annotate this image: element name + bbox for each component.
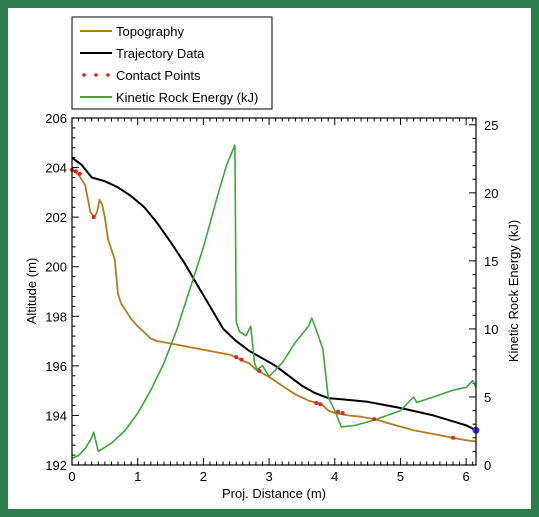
contact-point xyxy=(340,410,345,415)
contact-point xyxy=(336,409,341,414)
tick-labels: 0 1 2 3 4 5 6 192 194 196 198 200 202 204 206 0 5 10 15 20 2… xyxy=(45,111,498,484)
legend: Topography Trajectory Data Contact Point… xyxy=(71,16,273,110)
contact-point xyxy=(318,402,323,407)
y-tick-label: 206 xyxy=(45,111,67,126)
legend-box xyxy=(71,16,273,110)
series-lines xyxy=(71,144,477,459)
contact-point-markers xyxy=(70,168,480,440)
y2-tick-label: 5 xyxy=(484,390,491,405)
legend-swatch-contact-2 xyxy=(94,73,98,77)
x-tick-label: 1 xyxy=(134,469,141,484)
y-tick-label: 194 xyxy=(45,408,67,423)
legend-label-energy: Kinetic Rock Energy (kJ) xyxy=(116,90,258,105)
x-tick-label: 0 xyxy=(68,469,75,484)
x-tick-label: 2 xyxy=(200,469,207,484)
contact-point xyxy=(257,368,262,373)
contact-point xyxy=(73,169,78,174)
y-tick-label: 196 xyxy=(45,359,67,374)
y-tick-label: 200 xyxy=(45,260,67,275)
contact-point xyxy=(234,355,239,360)
y-axis-title: Altitude (m) xyxy=(24,258,39,324)
legend-swatch-contact-3 xyxy=(106,73,110,77)
legend-label-trajectory: Trajectory Data xyxy=(116,46,205,61)
y2-tick-label: 10 xyxy=(484,322,498,337)
tick-marks xyxy=(71,117,476,466)
series-line-trajectory xyxy=(71,156,477,432)
legend-label-contact-points: Contact Points xyxy=(116,68,201,83)
series-line-topography xyxy=(71,169,477,443)
y-tick-label: 204 xyxy=(45,161,67,176)
contact-point xyxy=(77,171,82,176)
x-tick-label: 6 xyxy=(463,469,470,484)
y2-tick-label: 15 xyxy=(484,254,498,269)
contact-point xyxy=(239,357,244,362)
legend-swatch-contact-1 xyxy=(82,73,86,77)
contact-point xyxy=(372,417,377,422)
y2-tick-label: 25 xyxy=(484,118,498,133)
contact-point xyxy=(451,435,456,440)
series-line-energy xyxy=(71,144,477,459)
x-tick-label: 3 xyxy=(265,469,272,484)
y2-axis-title: Kinetic Rock Energy (kJ) xyxy=(506,220,521,362)
plot-area-border xyxy=(71,117,477,466)
y-tick-label: 192 xyxy=(45,458,67,473)
y-tick-label: 202 xyxy=(45,210,67,225)
x-tick-label: 4 xyxy=(331,469,338,484)
y2-tick-label: 0 xyxy=(484,458,491,473)
y2-tick-label: 20 xyxy=(484,186,498,201)
contact-point xyxy=(314,401,319,406)
x-tick-label: 5 xyxy=(397,469,404,484)
legend-label-topography: Topography xyxy=(116,24,184,39)
y-tick-label: 198 xyxy=(45,309,67,324)
contact-point xyxy=(91,215,96,220)
x-axis-title: Proj. Distance (m) xyxy=(222,486,326,501)
